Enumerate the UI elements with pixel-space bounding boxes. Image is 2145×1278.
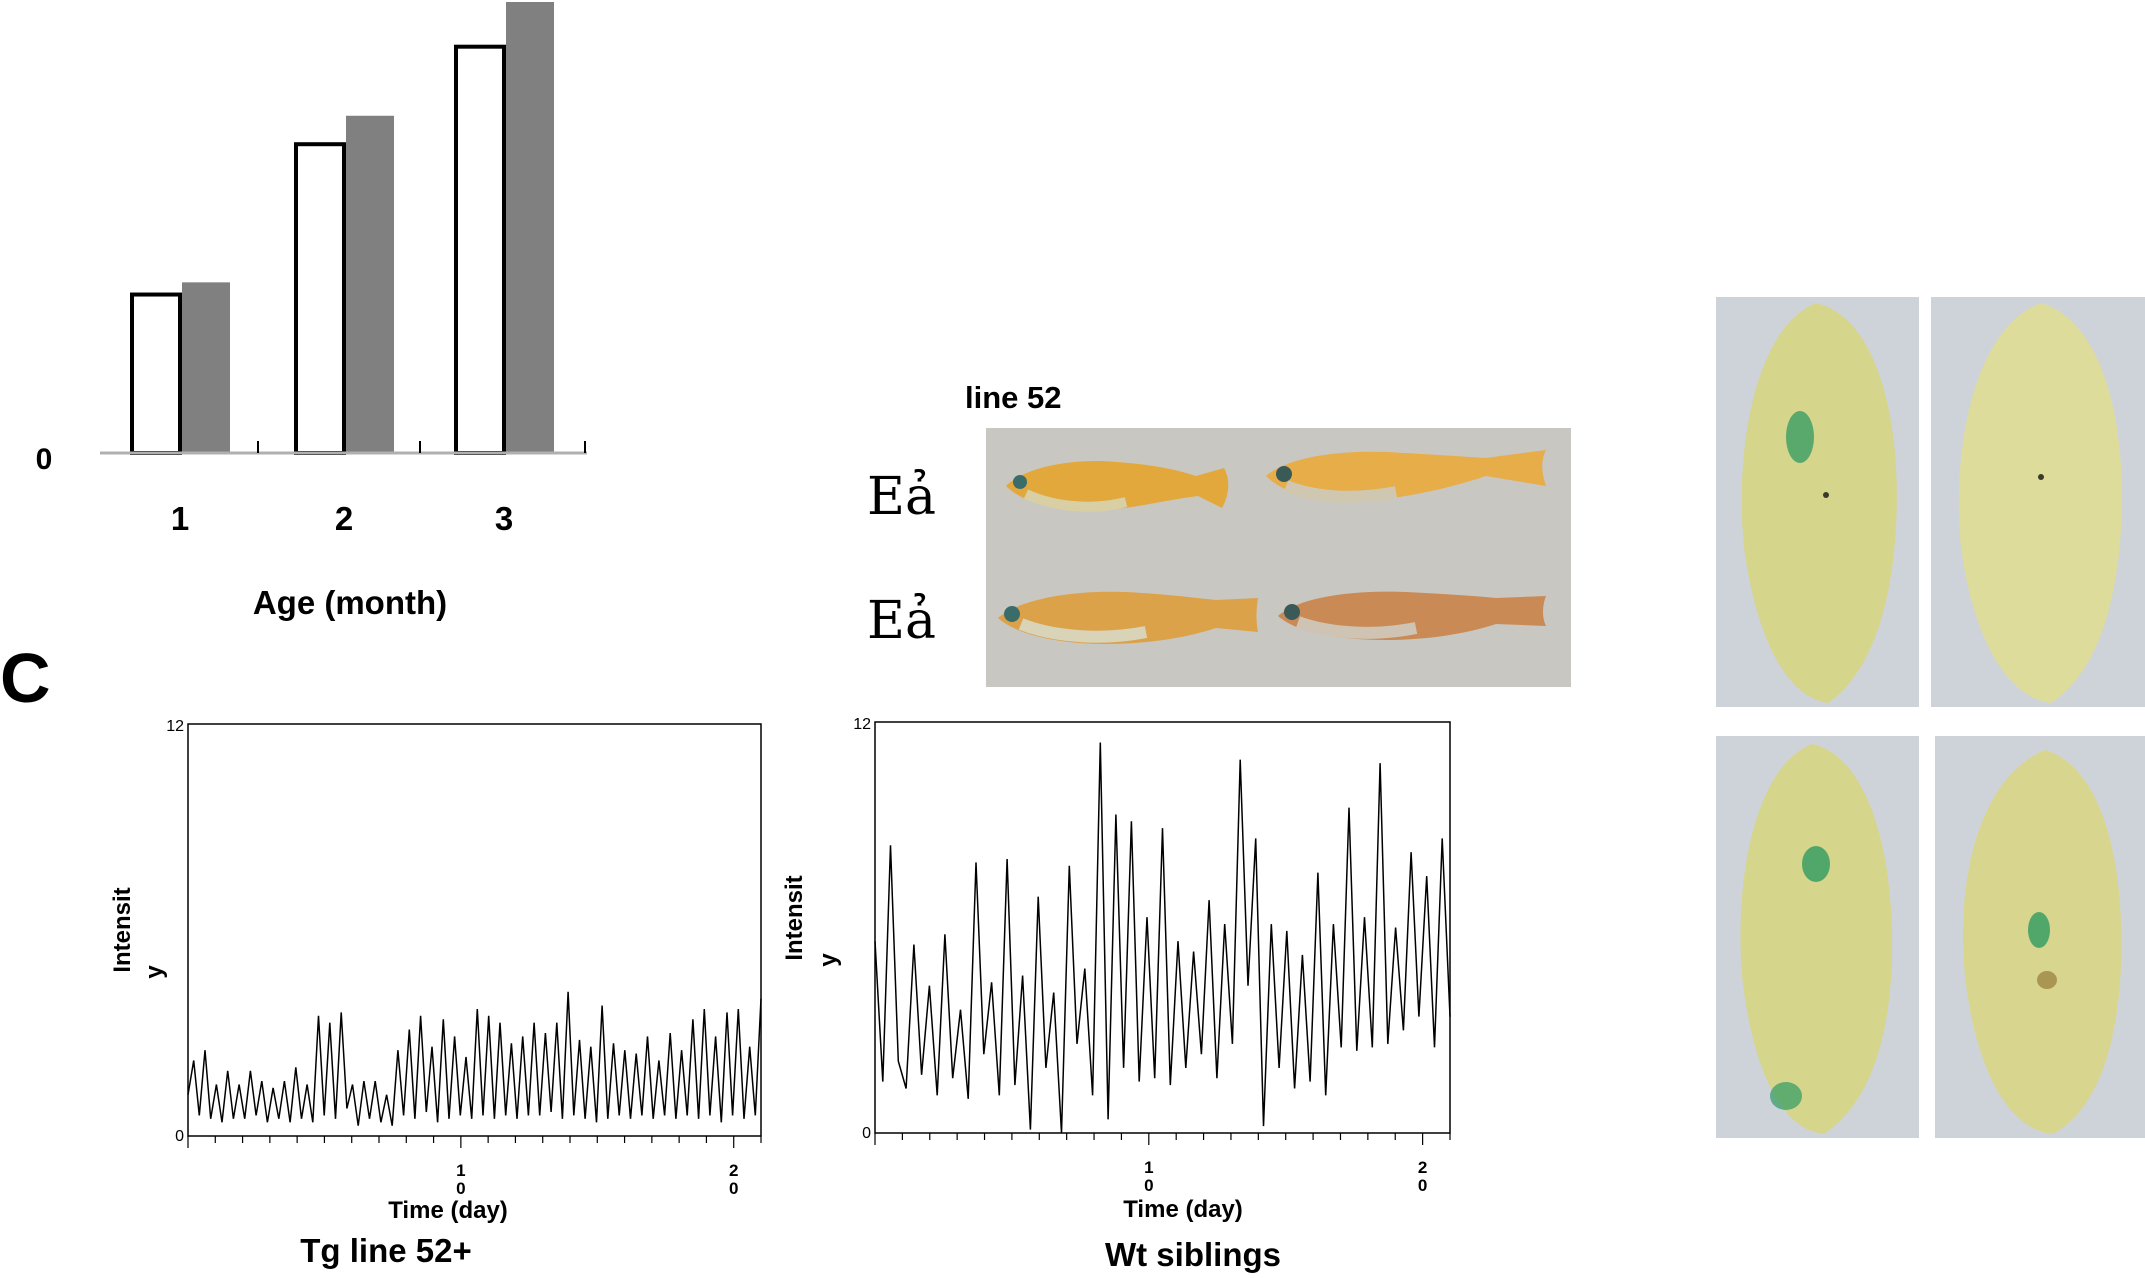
- tg-series-line: [187, 991, 762, 1126]
- bar-outline-2: [294, 142, 346, 455]
- fish-top-left: [1006, 461, 1229, 512]
- bar-outline-1: [130, 292, 182, 455]
- tg-y-label-line2: y: [141, 965, 168, 979]
- wt-x-tick-10-line1: 1: [1144, 1158, 1153, 1177]
- tg-x-tick-10-line2: 0: [456, 1179, 465, 1198]
- tg-y-label-line1: Intensit: [110, 887, 136, 972]
- bar-category-label-1: 1: [171, 500, 189, 537]
- tg-y-tick-bottom: 0: [175, 1128, 184, 1145]
- line-52-title: line 52: [965, 380, 1062, 415]
- fish-photo: [986, 428, 1571, 687]
- wt-x-tick-10-line2: 0: [1144, 1176, 1153, 1195]
- wt-y-label-line1: Intensit: [781, 875, 808, 960]
- panel-label-c: C: [0, 639, 51, 717]
- bar-chart-y-tick-0: 0: [36, 443, 53, 476]
- wt-y-label-line2: y: [815, 953, 842, 967]
- wt-x-tick-20-line2: 0: [1418, 1176, 1427, 1195]
- tissue-photo-bottom-left: [1716, 736, 1919, 1138]
- bar-filled-3: [506, 2, 554, 453]
- wt-plot-frame: [874, 721, 1451, 1134]
- row-label-bottom: Eả: [867, 591, 936, 651]
- age-bar-chart: 0 1 2 3 Age (month): [36, 2, 587, 621]
- bar-chart-x-axis-label: Age (month): [253, 584, 447, 621]
- wt-series-line: [874, 742, 1451, 1134]
- tg-y-tick-top: 12: [166, 718, 184, 735]
- tg-plot-frame: [187, 723, 762, 1137]
- bar-filled-2: [346, 115, 394, 454]
- wt-x-axis-label: Time (day): [1123, 1196, 1243, 1223]
- tissue-photo-top-left: [1716, 297, 1919, 707]
- fish-top-right: [1266, 450, 1546, 503]
- tg-x-axis-label: Time (day): [388, 1197, 508, 1224]
- bar-category-label-2: 2: [335, 500, 353, 537]
- tissue-photo-top-right: [1931, 297, 2145, 707]
- bar-filled-1: [182, 282, 230, 453]
- wt-chart-title: Wt siblings: [1105, 1236, 1281, 1273]
- wt-y-tick-top: 12: [853, 716, 871, 733]
- tg-x-tick-20-line1: 2: [729, 1161, 738, 1180]
- bar-category-label-3: 3: [495, 500, 513, 537]
- tg-x-tick-20-line2: 0: [729, 1179, 738, 1198]
- tissue-photo-bottom-right: [1935, 736, 2145, 1138]
- wt-y-tick-bottom: 0: [862, 1125, 871, 1142]
- fish-bottom-left: [998, 591, 1258, 644]
- fish-bottom-right: [1278, 591, 1546, 640]
- wt-x-tick-20-line1: 2: [1418, 1158, 1427, 1177]
- bar-outline-3: [454, 44, 506, 455]
- tg-chart-title: Tg line 52+: [300, 1232, 471, 1269]
- row-label-top: Eả: [867, 467, 936, 527]
- tg-x-tick-10-line1: 1: [456, 1161, 465, 1180]
